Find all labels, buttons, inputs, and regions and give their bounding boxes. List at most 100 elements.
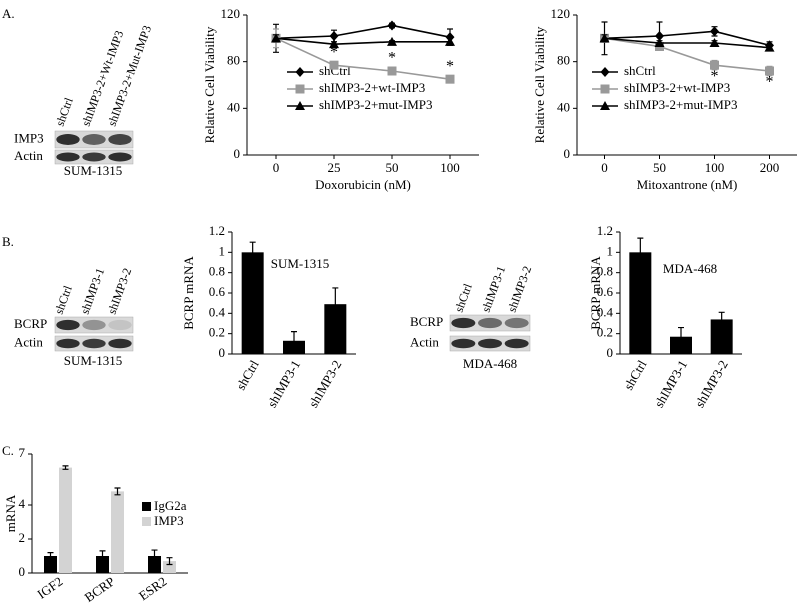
y-tick-label: 40 [227,99,240,114]
error-bar [637,237,644,268]
blot-band [451,338,476,349]
y-axis-label: Relative Cell Viability [202,26,217,143]
x-tick-label: ESR2 [136,574,169,604]
bar [44,556,57,573]
y-tick-label: 80 [557,53,570,68]
y-tick-label: 0 [607,345,614,360]
annotation: MDA-468 [663,261,717,276]
y-tick-label: 120 [551,6,571,21]
marker [387,20,397,31]
y-tick-label: 80 [227,53,240,68]
x-tick-label: 0 [273,160,280,175]
blot-band [451,317,476,329]
y-tick-label: 0 [19,564,26,579]
series-line [275,37,451,80]
y-tick-label: 1 [219,243,226,258]
blot-band [478,317,502,329]
x-tick-label: 100 [705,160,725,175]
bar [96,556,109,573]
error-bar [99,550,106,562]
legend-label: shIMP3-2+wt-IMP3 [319,80,425,95]
lane-label: shCtrl [52,283,75,316]
marker [445,74,455,84]
significance-mark: * [446,58,454,75]
legend-label: IgG2a [154,498,187,513]
y-tick-label: 120 [221,6,241,21]
series-line [604,30,770,47]
legend-marker [600,67,610,77]
blot-row-label: BCRP [410,314,443,329]
panel-label: B. [2,234,14,249]
y-axis-label: BCRP mRNA [181,256,196,330]
y-tick-label: 0 [564,146,571,161]
x-tick-label: 100 [440,160,460,175]
y-tick-label: 0.6 [209,284,226,299]
marker [271,33,281,43]
marker [387,66,397,76]
blot-row-label: BCRP [14,316,47,331]
y-tick-label: 0 [219,345,226,360]
blot-row-label: Actin [410,334,439,349]
bar [241,252,264,354]
y-tick-label: 0.2 [209,325,225,340]
y-tick-label: 0.4 [209,304,226,319]
legend-swatch [142,502,151,511]
legend-marker [295,84,305,94]
blot-band [108,319,132,331]
marker [764,42,775,52]
blot-band [478,338,502,349]
y-tick-label: 0 [234,146,241,161]
y-axis-label: Relative Cell Viability [532,26,547,143]
y-tick-label: 40 [557,99,570,114]
legend-marker [600,101,610,110]
y-tick-label: 1.2 [597,223,613,238]
series-line [275,24,451,40]
bar [163,561,176,573]
y-axis-label: BCRP mRNA [588,256,603,330]
error-bar [249,241,256,264]
blot-band [108,134,132,145]
marker [710,26,719,37]
x-axis-label: Doxorubicin (nM) [315,177,411,192]
legend-label: shIMP3-2+mut-IMP3 [319,97,433,112]
x-tick-label: shIMP3-2 [306,357,345,410]
bar [148,556,161,573]
lane-label: shIMP3-2 [105,266,135,316]
x-tick-label: 50 [653,160,666,175]
blot-band [56,152,80,162]
panel-label: A. [2,6,15,21]
blot-caption: MDA-468 [463,356,517,371]
marker [765,66,774,76]
error-bar [62,465,69,470]
marker [445,36,455,46]
y-tick-label: 0.2 [597,325,613,340]
legend-label: shIMP3-2+mut-IMP3 [624,97,738,112]
blot-band [82,134,106,145]
blot-caption: SUM-1315 [64,353,123,368]
bar [59,467,72,573]
marker [654,38,665,47]
marker [709,38,720,47]
legend-label: IMP3 [154,513,184,528]
blot-band [82,319,106,331]
x-tick-label: shIMP3-2 [692,357,731,410]
blot-row-label: Actin [14,334,43,349]
legend-marker [600,84,610,94]
bar [629,252,652,354]
bar [710,319,733,354]
error-bar [718,311,725,328]
x-tick-label: shIMP3-1 [264,357,303,410]
blot-band [82,338,106,349]
significance-mark: * [711,68,719,85]
blot-band [108,152,132,162]
lane-label: shIMP3-1 [479,264,509,314]
series-line [604,37,770,49]
bar [111,491,124,573]
series-line [604,37,770,72]
legend-label: shCtrl [624,63,656,78]
significance-mark: * [766,74,774,91]
blot-band [56,319,80,331]
y-tick-label: 0.8 [209,264,225,279]
x-axis-label: Mitoxantrone (nM) [637,177,738,192]
blot-band [56,134,80,145]
